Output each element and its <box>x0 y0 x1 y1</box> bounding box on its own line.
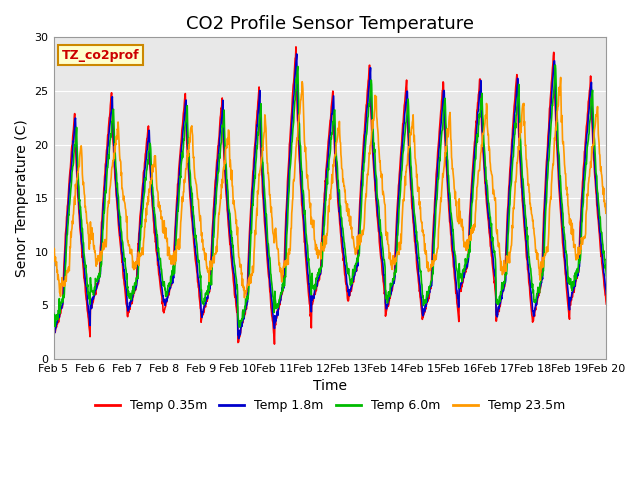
Text: TZ_co2prof: TZ_co2prof <box>62 48 140 61</box>
Y-axis label: Senor Temperature (C): Senor Temperature (C) <box>15 119 29 277</box>
Title: CO2 Profile Sensor Temperature: CO2 Profile Sensor Temperature <box>186 15 474 33</box>
Legend: Temp 0.35m, Temp 1.8m, Temp 6.0m, Temp 23.5m: Temp 0.35m, Temp 1.8m, Temp 6.0m, Temp 2… <box>90 394 570 417</box>
X-axis label: Time: Time <box>313 379 347 393</box>
